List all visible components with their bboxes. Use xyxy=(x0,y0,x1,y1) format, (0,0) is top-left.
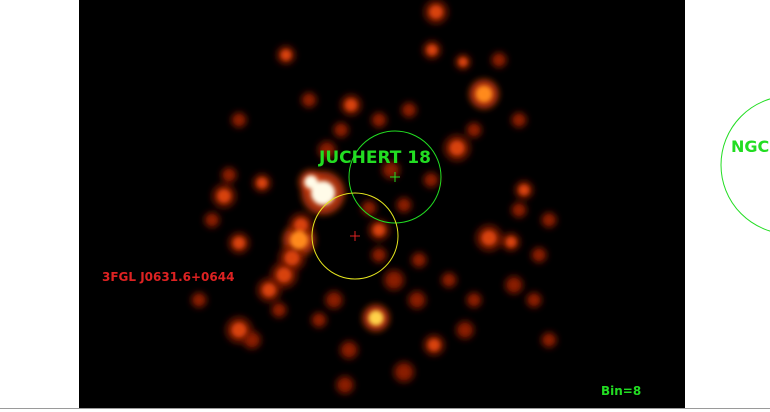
emission-peak xyxy=(262,283,276,297)
emission-peak xyxy=(233,237,245,249)
emission-peak xyxy=(294,218,308,232)
emission-peak xyxy=(311,181,335,205)
fermi-region-circle[interactable] xyxy=(311,192,399,280)
emission-peak xyxy=(388,274,400,286)
emission-peak xyxy=(343,344,355,356)
fermi-source-label: 3FGL J0631.6+0644 xyxy=(102,270,235,284)
emission-peak xyxy=(458,57,468,67)
emission-peak xyxy=(246,334,258,346)
emission-peak xyxy=(207,215,217,225)
emission-peak xyxy=(469,125,479,135)
emission-peak xyxy=(444,275,454,285)
bin-indicator: Bin=8 xyxy=(601,384,642,398)
emission-peak xyxy=(256,177,268,189)
emission-peak xyxy=(217,189,231,203)
emission-peak xyxy=(364,203,374,213)
emission-peak xyxy=(321,144,333,156)
juchert-region-circle[interactable] xyxy=(348,130,442,224)
emission-peak xyxy=(385,164,397,176)
emission-peak xyxy=(374,115,384,125)
emission-peak xyxy=(339,379,351,391)
emission-peak xyxy=(304,175,318,189)
emission-peak xyxy=(314,315,324,325)
emission-peak xyxy=(194,295,204,305)
emission-peak xyxy=(481,230,497,246)
emission-peak xyxy=(459,324,471,336)
emission-peak xyxy=(284,250,300,266)
emission-peak xyxy=(234,115,244,125)
emission-peak xyxy=(345,99,357,111)
emission-peak xyxy=(290,231,308,249)
emission-peak xyxy=(336,125,346,135)
ngc-region-circle[interactable] xyxy=(720,96,770,234)
emission-peak xyxy=(508,279,520,291)
emission-peak xyxy=(373,224,385,236)
emission-peak xyxy=(475,85,493,103)
emission-peak xyxy=(276,267,292,283)
emission-peak xyxy=(398,366,410,378)
ngc-region-label: NGC xyxy=(731,137,770,156)
emission-peak xyxy=(274,305,284,315)
xray-image-panel[interactable] xyxy=(79,0,685,408)
emission-peak xyxy=(414,255,424,265)
emission-peak xyxy=(280,49,292,61)
emission-peak xyxy=(469,295,479,305)
bottom-divider xyxy=(0,408,770,409)
juchert-region-label: JUCHERT 18 xyxy=(319,148,431,168)
emission-peak xyxy=(304,95,314,105)
emission-peak xyxy=(231,322,247,338)
emission-peak xyxy=(368,310,384,326)
emission-peak xyxy=(534,250,544,260)
emission-peak xyxy=(404,105,414,115)
emission-peak xyxy=(529,295,539,305)
emission-peak xyxy=(544,215,554,225)
emission-peak xyxy=(514,115,524,125)
emission-peak xyxy=(494,55,504,65)
emission-peak xyxy=(428,339,440,351)
emission-peak xyxy=(374,250,384,260)
emission-peak xyxy=(426,44,438,56)
emission-peak xyxy=(544,335,554,345)
fermi-center-cross xyxy=(350,231,360,241)
counts-map xyxy=(190,0,558,395)
emission-peak xyxy=(411,294,423,306)
emission-peak xyxy=(505,236,517,248)
emission-peak xyxy=(514,205,524,215)
emission-peak xyxy=(328,294,340,306)
emission-peak xyxy=(399,200,409,210)
emission-peak xyxy=(449,140,465,156)
juchert-center-cross xyxy=(390,172,400,182)
emission-peak xyxy=(518,184,530,196)
emission-peak xyxy=(426,175,436,185)
emission-peak xyxy=(429,5,443,19)
emission-peak xyxy=(224,170,234,180)
